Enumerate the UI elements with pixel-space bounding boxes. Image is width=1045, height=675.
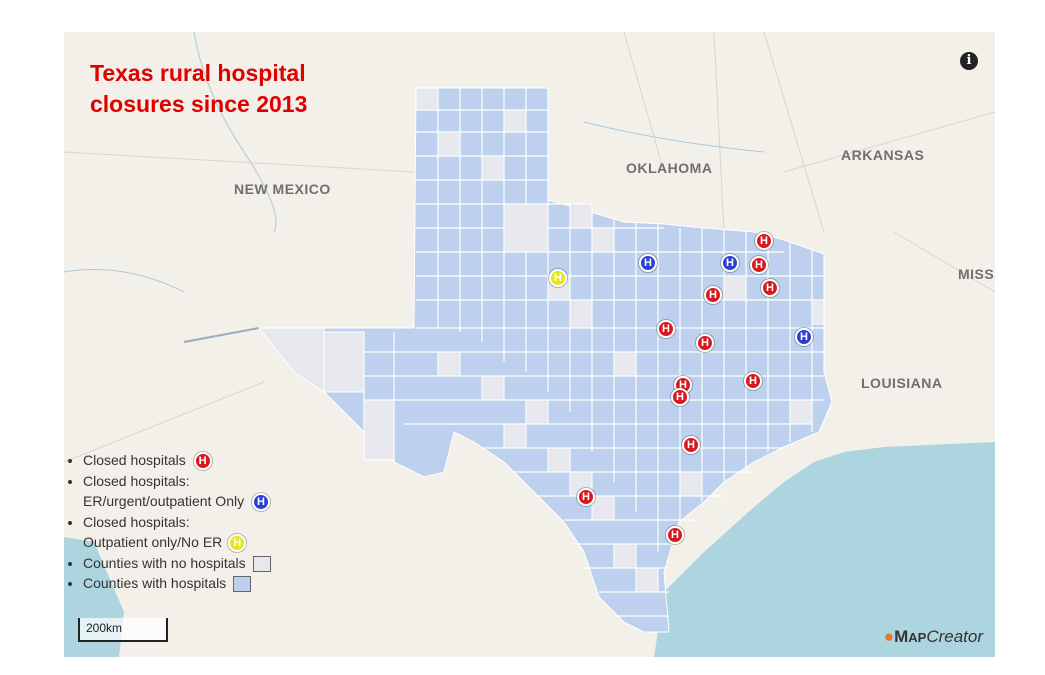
label-mississippi: MISS <box>958 266 995 282</box>
legend-item-with-hospitals: Counties with hospitals <box>83 573 271 594</box>
er-only-hospital-marker[interactable]: H <box>721 254 739 272</box>
closed-hospital-marker[interactable]: H <box>682 436 700 454</box>
legend-label-op-line2: Outpatient only/No ER <box>83 534 223 550</box>
roads <box>64 32 995 463</box>
legend-item-er-only: Closed hospitals: ER/urgent/outpatient O… <box>83 471 271 512</box>
er-only-hospital-marker[interactable]: H <box>795 328 813 346</box>
legend-label-no-hospitals: Counties with no hospitals <box>83 554 246 571</box>
er-only-hospital-icon: H <box>252 493 270 512</box>
closed-hospital-marker[interactable]: H <box>696 334 714 352</box>
label-oklahoma: OKLAHOMA <box>626 160 713 176</box>
legend-item-no-hospitals: Counties with no hospitals <box>83 553 271 574</box>
legend-label-er-line2: ER/urgent/outpatient Only <box>83 493 245 509</box>
river-line-2 <box>64 269 185 293</box>
no-hospital-counties <box>257 87 825 593</box>
closed-hospital-marker[interactable]: H <box>577 488 595 506</box>
label-louisiana: LOUISIANA <box>861 375 943 391</box>
outpatient-only-hospital-icon: H <box>228 534 247 553</box>
closed-hospital-icon: H <box>193 452 212 471</box>
mapcreator-logo[interactable]: ●MAPCreator <box>884 627 983 647</box>
info-icon[interactable]: i <box>960 52 978 70</box>
er-only-hospital-marker[interactable]: H <box>639 254 657 272</box>
gulf-of-mexico <box>654 442 995 657</box>
closed-hospital-marker[interactable]: H <box>761 279 779 297</box>
map-graphics <box>64 32 995 657</box>
legend-label-with-hospitals: Counties with hospitals <box>83 575 227 591</box>
legend-label-closed: Closed hospitals <box>83 452 186 468</box>
map-canvas[interactable]: Texas rural hospital closures since 2013… <box>64 32 995 657</box>
brand-name-1: AP <box>908 630 927 645</box>
closed-hospital-marker[interactable]: H <box>666 526 684 544</box>
closed-hospital-marker[interactable]: H <box>657 320 675 338</box>
closed-hospital-marker[interactable]: H <box>750 256 768 274</box>
brand-prefix: M <box>894 627 909 646</box>
label-arkansas: ARKANSAS <box>841 147 925 163</box>
closed-hospital-marker[interactable]: H <box>744 372 762 390</box>
river-line <box>193 32 277 233</box>
river-line-3 <box>583 121 765 153</box>
state-border <box>183 327 260 343</box>
outpatient-only-hospital-marker[interactable]: H <box>549 269 567 287</box>
with-hospitals-swatch <box>233 576 252 593</box>
legend-item-outpatient-only: Closed hospitals: Outpatient only/No ER … <box>83 512 271 553</box>
closed-hospital-marker[interactable]: H <box>704 286 722 304</box>
scale-bar: 200km <box>78 618 168 642</box>
legend-label-er-line1: Closed hospitals: <box>83 472 190 489</box>
map-pin-icon: ● <box>883 627 895 646</box>
closed-hospital-marker[interactable]: H <box>755 232 773 250</box>
legend-label-op-line1: Closed hospitals: <box>83 513 190 530</box>
label-new-mexico: NEW MEXICO <box>234 181 331 197</box>
legend-item-closed: Closed hospitals H <box>83 450 271 471</box>
map-title: Texas rural hospital closures since 2013 <box>90 60 308 117</box>
closed-hospital-marker[interactable]: H <box>671 388 689 406</box>
no-hospitals-swatch <box>252 555 271 572</box>
brand-name-2: Creator <box>926 627 983 646</box>
legend: Closed hospitals H Closed hospitals: ER/… <box>64 450 271 594</box>
